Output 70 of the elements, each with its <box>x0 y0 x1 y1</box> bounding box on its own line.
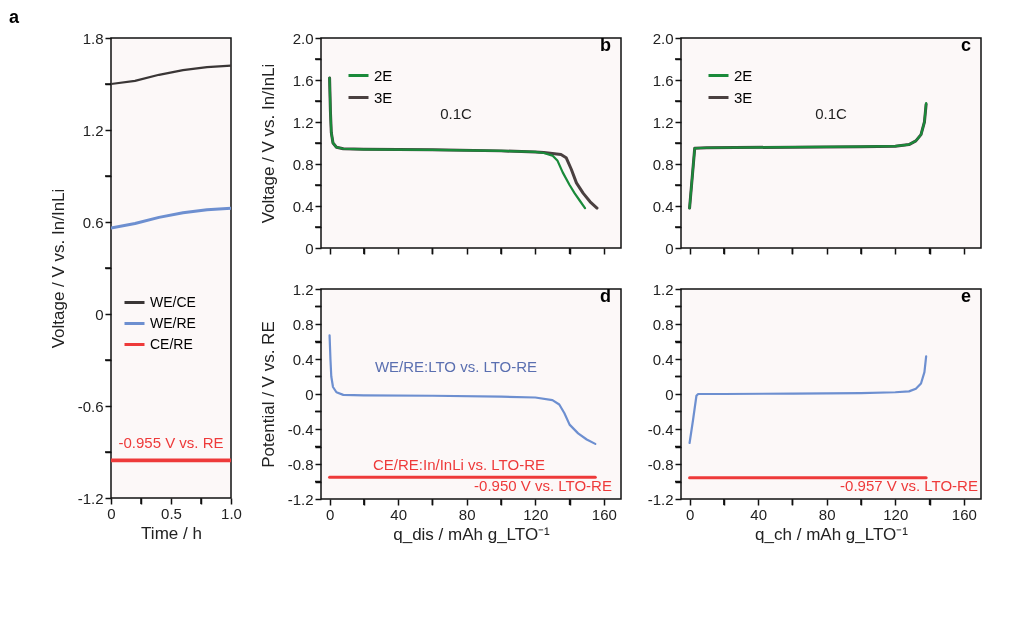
x-tick-label: 0.5 <box>161 504 182 522</box>
y-tick-label: 1.6 <box>292 71 314 89</box>
y-tick-label: 1.2 <box>292 280 314 298</box>
y-tick-label: 0.4 <box>292 197 314 215</box>
y-tick-label: 0 <box>95 305 104 323</box>
y-tick-label: 2.0 <box>292 29 314 47</box>
y-axis-title: Voltage / V vs. In/InLi <box>48 188 68 349</box>
annotation: 0.1C <box>815 104 848 122</box>
y-tick-label: 0 <box>665 385 674 403</box>
annotation: -0.950 V vs. LTO-RE <box>474 477 612 495</box>
x-tick-label: 160 <box>591 505 617 523</box>
y-tick-label: -0.4 <box>647 420 674 438</box>
x-axis-title: Time / h <box>141 523 202 543</box>
x-tick-label: 120 <box>523 505 549 523</box>
y-tick-label: 1.2 <box>652 113 674 131</box>
y-tick-label: 0.8 <box>652 315 674 333</box>
x-tick-label: 1.0 <box>221 504 242 522</box>
annotation: -0.957 V vs. LTO-RE <box>840 477 978 495</box>
legend-label: WE/CE <box>150 293 196 310</box>
y-tick-label: 1.2 <box>652 280 674 298</box>
y-tick-label: 0.8 <box>292 155 314 173</box>
y-tick-label: 0 <box>305 385 314 403</box>
legend-label: 2E <box>374 66 393 84</box>
y-tick-label: -1.2 <box>77 489 104 507</box>
x-tick-label: 80 <box>458 505 476 523</box>
y-tick-label: -0.8 <box>287 455 314 473</box>
x-axis-title: q_dis / mAh g_LTO⁻¹ <box>393 524 551 544</box>
y-tick-label: 1.2 <box>292 113 314 131</box>
y-tick-label: 2.0 <box>652 29 674 47</box>
annotation: CE/RE:In/InLi vs. LTO-RE <box>373 456 545 474</box>
y-tick-label: 0.4 <box>292 350 314 368</box>
chart-title: c <box>960 35 971 55</box>
y-tick-label: 0 <box>665 239 674 257</box>
x-tick-label: 160 <box>951 505 977 523</box>
y-tick-label: 1.6 <box>652 71 674 89</box>
y-tick-label: 0.8 <box>292 315 314 333</box>
y-tick-label: 0.8 <box>652 155 674 173</box>
y-axis-title: Voltage / V vs. In/InLi <box>258 63 278 224</box>
x-axis-title: q_ch / mAh g_LTO⁻¹ <box>755 524 909 544</box>
y-tick-label: 0.4 <box>652 350 674 368</box>
y-tick-label: -0.6 <box>77 397 104 415</box>
y-tick-label: -1.2 <box>287 490 314 508</box>
legend-label: 3E <box>374 88 393 106</box>
x-tick-label: 0 <box>107 504 116 522</box>
y-axis-title: Potential / V vs. RE <box>258 321 278 468</box>
chart-title: a <box>9 7 20 27</box>
y-tick-label: 0 <box>305 239 314 257</box>
annotation: 0.1C <box>440 104 473 122</box>
x-tick-label: 0 <box>685 505 695 523</box>
y-tick-label: 1.2 <box>82 121 104 139</box>
y-tick-label: -0.4 <box>287 420 314 438</box>
y-tick-label: 0.6 <box>82 213 104 231</box>
annotation: WE/RE:LTO vs. LTO-RE <box>374 357 538 375</box>
chart-title: b <box>600 35 611 55</box>
legend-label: WE/RE <box>150 314 196 331</box>
legend-label: CE/RE <box>150 335 193 352</box>
x-tick-label: 40 <box>390 505 407 523</box>
y-tick-label: 1.8 <box>82 29 104 47</box>
y-tick-label: -0.8 <box>647 455 674 473</box>
legend-label: 2E <box>734 66 753 84</box>
chart-title: e <box>960 286 971 306</box>
x-tick-label: 0 <box>325 505 335 523</box>
y-tick-label: 0.4 <box>652 197 674 215</box>
x-tick-label: 120 <box>883 505 909 523</box>
y-tick-label: -1.2 <box>647 490 674 508</box>
x-tick-label: 80 <box>818 505 836 523</box>
chart-title: d <box>600 286 611 306</box>
annotation: -0.955 V vs. RE <box>118 433 224 451</box>
x-tick-label: 40 <box>750 505 767 523</box>
legend-label: 3E <box>734 88 753 106</box>
